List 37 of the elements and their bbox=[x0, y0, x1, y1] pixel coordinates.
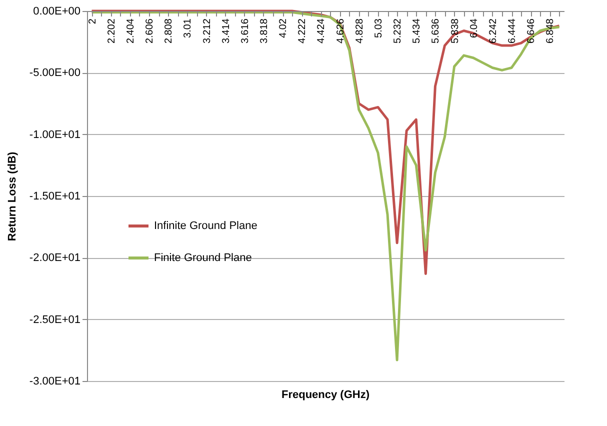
x-tick-label: 3.414 bbox=[220, 18, 232, 44]
legend-label: Infinite Ground Plane bbox=[154, 220, 258, 232]
x-tick-label: 5.232 bbox=[392, 18, 404, 44]
x-tick-label: 4.222 bbox=[297, 18, 308, 44]
x-axis-title: Frequency (GHz) bbox=[281, 389, 370, 401]
x-tick-label: 3.01 bbox=[182, 18, 194, 38]
x-tick-label: 3.818 bbox=[258, 18, 270, 44]
x-tick-label: 6.04 bbox=[468, 18, 480, 38]
x-tick-label: 4.626 bbox=[335, 18, 346, 44]
y-tick-label: 0.00E+00 bbox=[33, 6, 80, 18]
x-tick-label: 6.646 bbox=[526, 18, 538, 44]
x-tick-label: 3.616 bbox=[240, 18, 251, 44]
y-tick-label: -2.50E+01 bbox=[29, 314, 80, 326]
legend-label: Finite Ground Plane bbox=[154, 252, 252, 264]
x-tick-label: 2.808 bbox=[164, 18, 175, 44]
x-tick-label: 2.606 bbox=[144, 18, 156, 44]
x-tick-label: 5.03 bbox=[373, 18, 384, 38]
y-axis-title: Return Loss (dB) bbox=[6, 152, 18, 242]
y-tick-label: -1.00E+01 bbox=[29, 128, 80, 141]
x-tick-label: 6.444 bbox=[507, 18, 518, 44]
x-tick-label: 4.424 bbox=[316, 18, 328, 44]
y-tick-label: -5.00E+00 bbox=[29, 67, 80, 80]
x-tick-label: 5.838 bbox=[450, 18, 461, 44]
x-tick-label: 6.242 bbox=[488, 18, 499, 44]
x-tick-label: 5.636 bbox=[430, 18, 442, 44]
x-tick-label: 2 bbox=[87, 18, 98, 24]
y-tick-label: -3.00E+01 bbox=[29, 376, 80, 388]
x-tick-label: 4.02 bbox=[278, 18, 290, 38]
line-series bbox=[90, 10, 560, 362]
x-tick-label: 5.434 bbox=[412, 18, 423, 44]
x-tick-label: 3.212 bbox=[202, 18, 213, 44]
x-tick-label: 2.404 bbox=[125, 18, 136, 44]
x-tick-label: 6.848 bbox=[545, 18, 556, 44]
x-tick-label: 2.202 bbox=[106, 18, 118, 44]
y-tick-label: -2.00E+01 bbox=[29, 252, 80, 264]
x-tick-label: 4.828 bbox=[354, 18, 366, 44]
y-tick-label: -1.50E+01 bbox=[29, 190, 80, 202]
